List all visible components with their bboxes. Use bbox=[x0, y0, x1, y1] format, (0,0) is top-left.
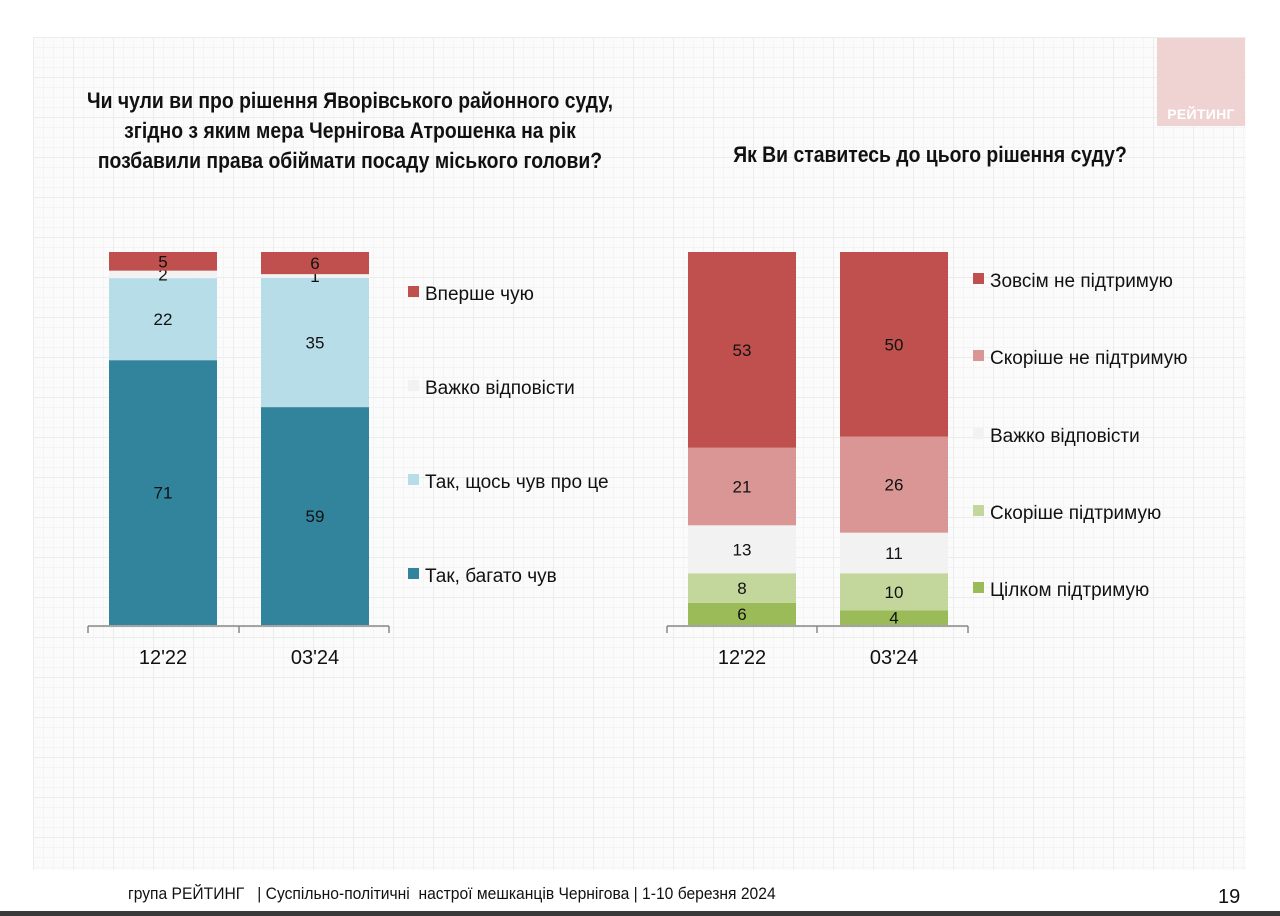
chart1-bar-0-segment-2 bbox=[109, 270, 217, 279]
chart2-bar-1-segment-3 bbox=[840, 436, 948, 533]
chart1-bar-0-segment-1 bbox=[109, 278, 217, 361]
left-title-line-1: Чи чули ви про рішення Яворівського райо… bbox=[86, 88, 614, 113]
right-title-line-1: Як Ви ставитесь до цього рішення суду? bbox=[733, 142, 1127, 167]
chart2-legend-label: Скоріше не підтримую bbox=[990, 348, 1188, 369]
chart2-data-label: 11 bbox=[885, 544, 903, 563]
chart1-x-tick-label: 03'24 bbox=[291, 647, 339, 669]
left-title-line-2: згідно з яким мера Чернігова Атрошенка н… bbox=[124, 118, 576, 143]
chart2-legend-label: Зовсім не підтримую bbox=[990, 271, 1173, 292]
chart2-legend-label: Скоріше підтримую bbox=[990, 503, 1161, 524]
chart2-bar-0-segment-3 bbox=[688, 447, 796, 526]
chart2-data-label: 53 bbox=[733, 341, 752, 360]
chart1-bar-1-segment-1 bbox=[261, 277, 369, 408]
page-number: 19 bbox=[1218, 886, 1241, 908]
chart1-legend-swatch bbox=[408, 286, 419, 297]
chart1-data-label: 1 bbox=[310, 267, 319, 286]
chart2-legend-label: Важко відповісти bbox=[990, 426, 1140, 447]
chart2-data-label: 13 bbox=[733, 540, 752, 559]
right-chart-title: Як Ви ставитесь до цього рішення суду? bbox=[692, 140, 1167, 170]
chart2-bar-1-segment-1 bbox=[840, 573, 948, 611]
chart2-data-label: 6 bbox=[737, 605, 746, 624]
slide-background-grid bbox=[33, 37, 1246, 870]
chart1-legend-label: Так, багато чув bbox=[425, 566, 557, 587]
chart2-data-label: 26 bbox=[885, 476, 904, 495]
chart1-data-label: 5 bbox=[158, 252, 167, 271]
chart1-x-tick-label: 12'22 bbox=[139, 647, 187, 669]
bottom-bar bbox=[0, 911, 1280, 916]
chart2-data-label: 4 bbox=[889, 609, 898, 628]
chart2-bar-0-segment-4 bbox=[688, 252, 796, 448]
chart1-legend-swatch bbox=[408, 474, 419, 485]
chart1-legend-label: Вперше чую bbox=[425, 284, 534, 305]
chart1-bar-1-segment-0 bbox=[261, 407, 369, 625]
chart1-bar-0-segment-0 bbox=[109, 360, 217, 625]
chart2-legend-swatch bbox=[973, 273, 984, 284]
chart1-legend-label: Важко відповісти bbox=[425, 378, 575, 399]
chart1-data-label: 71 bbox=[154, 484, 173, 503]
chart2-bar-0-segment-2 bbox=[688, 525, 796, 574]
chart2-x-tick-label: 12'22 bbox=[718, 647, 766, 669]
chart1-data-label: 2 bbox=[158, 265, 167, 284]
chart2-legend-label: Цілком підтримую bbox=[990, 580, 1149, 601]
chart1-data-label: 59 bbox=[306, 507, 325, 526]
chart1-data-label: 22 bbox=[154, 310, 173, 329]
chart1-bar-1-segment-2 bbox=[261, 274, 369, 278]
chart1-legend-swatch bbox=[408, 568, 419, 579]
chart2-bar-1-segment-2 bbox=[840, 532, 948, 574]
chart2-legend-swatch bbox=[973, 505, 984, 516]
chart2-bar-0-segment-0 bbox=[688, 602, 796, 625]
footer-text: група РЕЙТИНГ | Суспільно-політичні наст… bbox=[128, 884, 776, 903]
chart2-legend-swatch bbox=[973, 350, 984, 361]
chart1-data-label: 35 bbox=[306, 333, 325, 352]
chart1-legend-swatch bbox=[408, 380, 419, 391]
chart2-legend-swatch bbox=[973, 428, 984, 439]
chart1-bar-0-segment-3 bbox=[109, 252, 217, 271]
chart1-legend-label: Так, щось чув про це bbox=[425, 472, 609, 493]
rating-logo: РЕЙТИНГ bbox=[1157, 38, 1245, 126]
chart2-data-label: 50 bbox=[885, 335, 904, 354]
logo-text: РЕЙТИНГ bbox=[1167, 106, 1235, 122]
chart2-bar-1-segment-4 bbox=[840, 252, 948, 437]
chart2-data-label: 21 bbox=[733, 478, 752, 497]
chart2-bar-0-segment-1 bbox=[688, 573, 796, 603]
chart1-bar-1-segment-3 bbox=[261, 252, 369, 275]
chart2-x-tick-label: 03'24 bbox=[870, 647, 918, 669]
left-chart-title: Чи чули ви про рішення Яворівського райо… bbox=[42, 86, 658, 176]
chart2-bar-1-segment-0 bbox=[840, 610, 948, 625]
chart2-legend-swatch bbox=[973, 582, 984, 593]
chart2-data-label: 8 bbox=[737, 579, 746, 598]
chart2-data-label: 10 bbox=[885, 583, 904, 602]
chart1-data-label: 6 bbox=[310, 254, 319, 273]
left-title-line-3: позбавили права обіймати посаду міського… bbox=[97, 148, 603, 173]
